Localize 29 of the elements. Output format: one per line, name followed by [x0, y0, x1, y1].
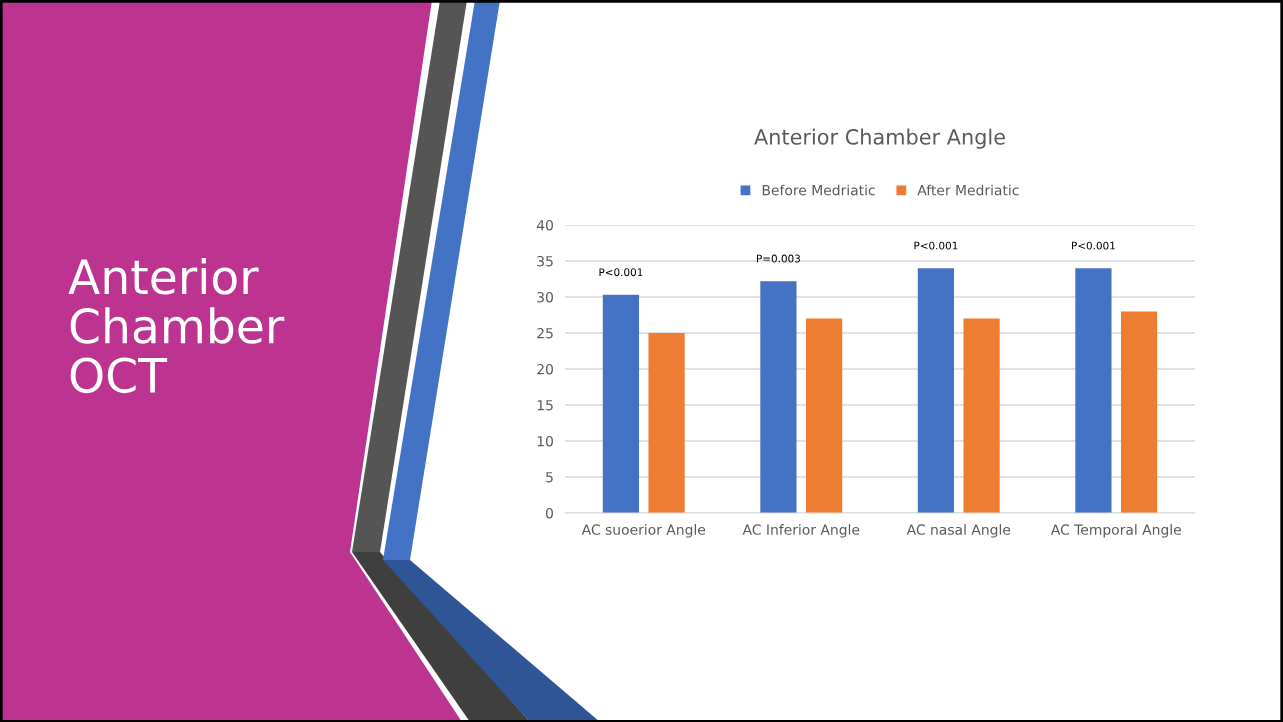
annotation: P<0.001	[599, 268, 643, 277]
y-tick-label: 10	[537, 435, 553, 447]
annotation: P<0.001	[914, 241, 958, 250]
legend-label: Before Medriatic	[762, 184, 875, 196]
y-tick-label: 20	[537, 363, 553, 375]
legend-label: After Medriatic	[917, 184, 1019, 196]
bar	[1120, 311, 1158, 513]
y-tick-label: 40	[536, 219, 553, 231]
bar	[760, 281, 797, 513]
x-tick-label: AC Inferior Angle	[742, 524, 860, 538]
x-tick-label: AC Temporal Angle	[1050, 524, 1181, 538]
x-tick-label: AC suoerior Angle	[581, 524, 706, 538]
bar	[648, 333, 685, 513]
annotation: P<0.001	[1072, 241, 1115, 250]
chart-title: Anterior Chamber Angle	[754, 128, 1005, 149]
bar	[1075, 268, 1112, 513]
y-tick-label: 35	[537, 255, 553, 267]
y-tick-label: 25	[537, 327, 553, 339]
y-tick-label: 15	[537, 400, 553, 411]
x-tick-label: AC nasal Angle	[906, 524, 1011, 538]
y-tick-label: 30	[537, 291, 553, 303]
bar	[602, 294, 640, 513]
bar	[917, 268, 955, 513]
bar	[963, 318, 1000, 513]
y-tick-label: 0	[545, 507, 553, 519]
annotation: P=0.003	[757, 254, 800, 263]
bar	[805, 318, 843, 513]
y-tick-label: 5	[546, 472, 553, 483]
text: Anterior Chamber OCT	[68, 258, 285, 394]
